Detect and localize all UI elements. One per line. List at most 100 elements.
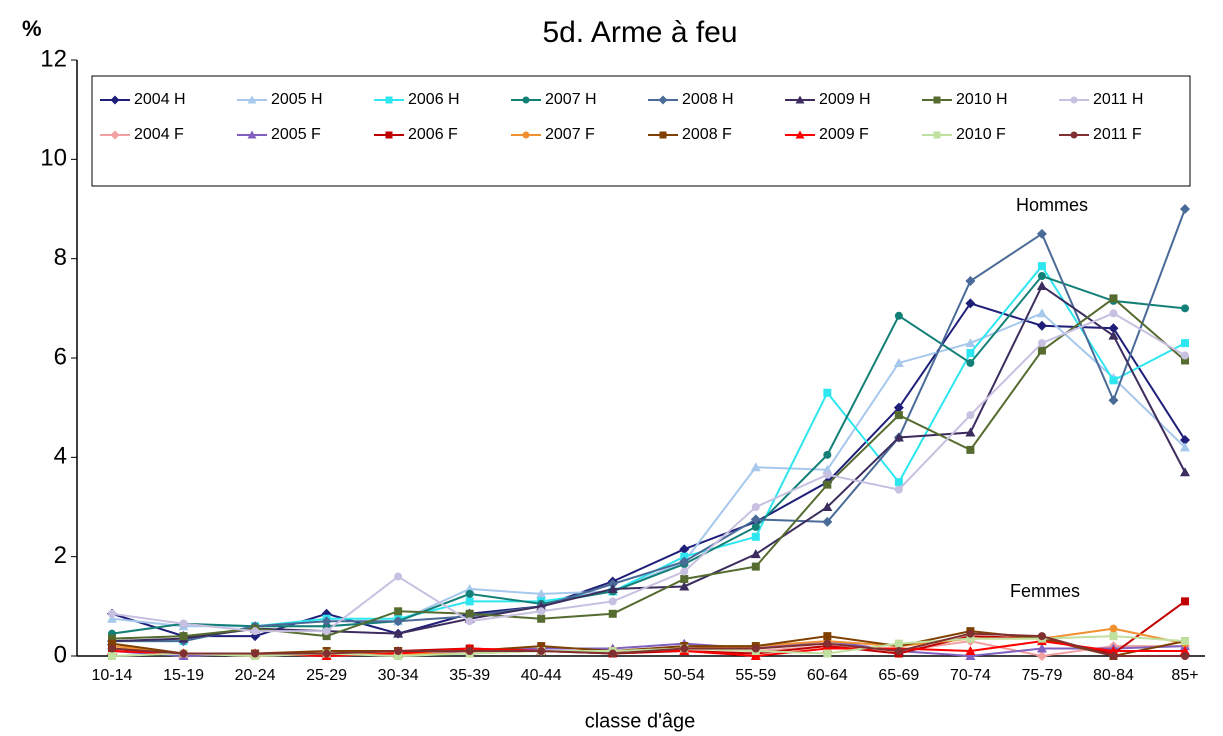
marker bbox=[247, 130, 257, 139]
marker bbox=[465, 647, 474, 656]
marker bbox=[394, 647, 403, 656]
marker bbox=[1036, 280, 1047, 290]
marker bbox=[751, 522, 760, 531]
marker bbox=[179, 632, 188, 641]
marker bbox=[966, 445, 975, 454]
legend-label: 2008 F bbox=[682, 126, 732, 143]
marker bbox=[110, 130, 120, 140]
x-tick-label: 85+ bbox=[1171, 667, 1198, 684]
marker bbox=[1181, 351, 1189, 360]
y-axis-label: % bbox=[22, 16, 42, 41]
marker bbox=[823, 450, 832, 459]
legend-label: 2007 F bbox=[545, 126, 595, 143]
x-tick-label: 70-74 bbox=[950, 667, 991, 684]
marker bbox=[1037, 272, 1046, 281]
marker bbox=[965, 276, 976, 287]
marker bbox=[965, 646, 976, 656]
annotation: Femmes bbox=[1010, 581, 1080, 601]
x-tick-label: 10-14 bbox=[92, 667, 133, 684]
legend-label: 2009 F bbox=[819, 126, 869, 143]
x-tick-label: 50-54 bbox=[664, 667, 705, 684]
marker bbox=[1180, 434, 1190, 445]
marker bbox=[751, 503, 760, 511]
marker bbox=[465, 597, 474, 606]
legend-label: 2005 F bbox=[271, 126, 321, 143]
marker bbox=[1036, 320, 1047, 331]
marker bbox=[108, 644, 116, 653]
marker bbox=[894, 478, 903, 487]
legend-label: 2011 H bbox=[1093, 91, 1143, 108]
chart-title: 5d. Arme à feu bbox=[542, 16, 737, 49]
marker bbox=[965, 338, 976, 348]
x-tick-label: 60-64 bbox=[807, 667, 848, 684]
marker bbox=[822, 464, 833, 474]
marker bbox=[608, 597, 617, 606]
marker bbox=[893, 432, 904, 442]
marker bbox=[1108, 646, 1119, 656]
marker bbox=[795, 130, 805, 139]
marker bbox=[1070, 131, 1078, 139]
marker bbox=[679, 556, 690, 567]
marker bbox=[1180, 646, 1190, 656]
marker bbox=[179, 649, 188, 658]
x-tick-label: 65-69 bbox=[878, 667, 919, 684]
marker bbox=[1037, 632, 1046, 641]
legend-label: 2007 H bbox=[545, 91, 597, 108]
marker bbox=[465, 617, 474, 626]
marker bbox=[1181, 339, 1189, 348]
series-line bbox=[111, 297, 1186, 640]
series-line bbox=[111, 284, 1186, 643]
marker bbox=[1037, 339, 1046, 348]
legend-label: 2009 H bbox=[819, 91, 871, 108]
marker bbox=[1109, 376, 1118, 385]
marker bbox=[251, 649, 260, 658]
marker bbox=[965, 651, 976, 660]
legend-label: 2010 F bbox=[956, 126, 1006, 143]
x-tick-label: 55-59 bbox=[735, 667, 776, 684]
marker bbox=[822, 516, 833, 527]
marker bbox=[1109, 632, 1118, 641]
marker bbox=[1109, 294, 1118, 303]
marker bbox=[536, 601, 547, 611]
marker bbox=[607, 583, 618, 593]
marker bbox=[966, 349, 975, 358]
marker bbox=[1181, 637, 1189, 646]
marker bbox=[1180, 467, 1190, 477]
y-tick-label: 4 bbox=[54, 443, 67, 470]
marker bbox=[179, 619, 188, 628]
x-tick-label: 80-84 bbox=[1093, 667, 1134, 684]
marker bbox=[108, 634, 116, 643]
marker bbox=[1108, 330, 1119, 340]
y-tick-label: 10 bbox=[40, 145, 67, 172]
marker bbox=[385, 96, 393, 104]
marker bbox=[893, 402, 904, 413]
marker bbox=[894, 311, 903, 320]
marker bbox=[751, 644, 760, 653]
marker bbox=[894, 639, 903, 648]
y-tick-label: 8 bbox=[54, 244, 67, 271]
marker bbox=[933, 96, 941, 104]
y-tick-label: 2 bbox=[54, 542, 67, 569]
marker bbox=[680, 644, 689, 653]
marker bbox=[1108, 323, 1119, 334]
series-line bbox=[111, 302, 1186, 638]
marker bbox=[108, 609, 116, 618]
marker bbox=[393, 628, 404, 638]
x-tick-label: 45-49 bbox=[592, 667, 633, 684]
marker bbox=[108, 639, 116, 648]
marker bbox=[1070, 96, 1078, 104]
marker bbox=[680, 575, 689, 584]
x-tick-label: 25-29 bbox=[306, 667, 347, 684]
marker bbox=[321, 616, 332, 627]
marker bbox=[680, 567, 689, 576]
marker bbox=[1181, 652, 1189, 660]
legend-label: 2011 F bbox=[1093, 126, 1142, 143]
legend-label: 2008 H bbox=[682, 91, 734, 108]
marker bbox=[1036, 308, 1047, 318]
series-line bbox=[111, 312, 1186, 633]
marker bbox=[108, 652, 116, 660]
marker bbox=[1181, 597, 1189, 606]
marker bbox=[322, 632, 331, 641]
series-line bbox=[111, 632, 1185, 657]
